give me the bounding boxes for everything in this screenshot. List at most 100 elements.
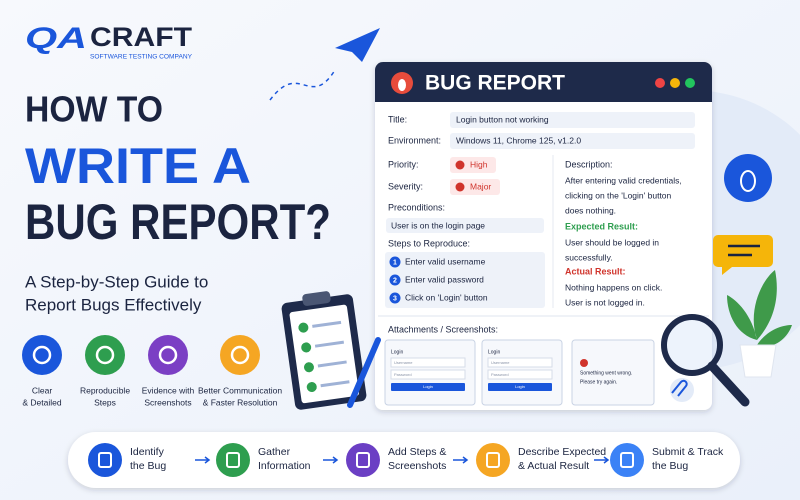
process-arrow	[453, 456, 469, 464]
logo-mark: QA	[25, 22, 87, 55]
process-label: Submit & Track	[652, 446, 724, 458]
magnifier	[661, 314, 723, 376]
check-line	[312, 320, 342, 328]
subtitle: Report Bugs Effectively	[25, 295, 202, 314]
thumb-text: Login	[515, 384, 525, 389]
thumbnail[interactable]	[571, 339, 655, 406]
process-label: Identify	[130, 446, 165, 458]
severity-value: Major	[470, 181, 491, 191]
logo-name: CRAFT	[90, 22, 193, 52]
process-label: the Bug	[130, 460, 166, 472]
check-line	[317, 360, 347, 368]
steps-box	[385, 252, 545, 308]
description-text: does nothing.	[565, 205, 616, 215]
feature-icon-glyph	[95, 345, 115, 365]
step-badge	[389, 292, 401, 304]
feature-icon-glyph	[32, 345, 52, 365]
feature-icon	[85, 335, 125, 375]
feature-label: Better Communication	[198, 385, 282, 395]
check	[303, 362, 314, 373]
headline: WRITE A	[25, 138, 251, 194]
window-dot	[655, 78, 665, 88]
description-label: Description:	[565, 159, 613, 169]
feature-label: Clear	[32, 385, 52, 395]
subtitle: A Step-by-Step Guide to	[25, 272, 208, 291]
window-dot	[685, 78, 695, 88]
process-icon	[216, 443, 250, 477]
logo-tagline: SOFTWARE TESTING COMPANY	[90, 55, 192, 61]
description-text: clicking on the 'Login' button	[565, 190, 672, 200]
pen	[347, 337, 381, 408]
check-line	[314, 340, 345, 348]
feature-icon-glyph	[230, 345, 250, 365]
step-text: Enter valid username	[405, 256, 486, 266]
field-label: Steps to Reproduce:	[388, 238, 470, 248]
feature-icon-glyph	[158, 345, 178, 365]
thumb-text: Password	[394, 372, 412, 377]
priority-icon	[455, 160, 465, 170]
check	[301, 342, 312, 353]
process-icon-glyph	[226, 452, 240, 468]
bug-badge-icon	[740, 170, 756, 192]
plant-pot	[739, 344, 777, 378]
process-icon-glyph	[98, 452, 112, 468]
thumb-button	[488, 383, 552, 391]
process-arrow	[195, 456, 211, 464]
feature-icon	[22, 335, 62, 375]
process-label: Describe Expected	[518, 446, 606, 458]
expected-text: successfully.	[565, 252, 613, 262]
expected-label: Expected Result:	[565, 221, 638, 231]
field-box	[450, 133, 695, 149]
thumb-button	[391, 383, 465, 391]
description-text: After entering valid credentials,	[565, 175, 682, 185]
window-dot	[670, 78, 680, 88]
card-header	[375, 62, 712, 102]
feature-label: & Faster Resolution	[203, 397, 278, 407]
process-arrow	[323, 456, 339, 464]
process-label: Information	[258, 460, 311, 472]
thumb-text: Login	[423, 384, 433, 389]
headline: HOW TO	[25, 89, 163, 130]
process-label: the Bug	[652, 460, 688, 472]
bug-icon-body	[398, 79, 406, 91]
thumb-text: Something went wrong.	[580, 370, 632, 376]
thumb-input	[487, 357, 553, 368]
thumb-error-icon	[580, 359, 588, 367]
process-icon-glyph	[620, 452, 634, 468]
step-badge	[389, 274, 401, 286]
process-label: Screenshots	[388, 460, 446, 472]
plane-trail	[269, 69, 336, 101]
thumb-input	[390, 357, 466, 368]
process-icon	[610, 443, 644, 477]
actual-text: Nothing happens on click.	[565, 282, 662, 292]
severity-pill	[450, 179, 500, 195]
thumb-text: Password	[491, 372, 509, 377]
process-icon	[346, 443, 380, 477]
field-value: User is on the login page	[391, 220, 485, 230]
process-label: & Actual Result	[518, 460, 589, 472]
thumb-text: Username	[491, 360, 510, 365]
process-label: Gather	[258, 446, 291, 458]
card-title: BUG REPORT	[425, 72, 565, 95]
field-label: Priority:	[388, 159, 419, 169]
paperclip-icon	[671, 379, 688, 397]
field-label: Title:	[388, 114, 407, 124]
actual-label: Actual Result:	[565, 266, 626, 276]
magnifier-handle	[707, 361, 750, 407]
thumb-input	[390, 369, 466, 380]
process-icon-glyph	[486, 452, 500, 468]
feature-label: & Detailed	[22, 397, 61, 407]
step-text: Enter valid password	[405, 274, 484, 284]
process-icon	[88, 443, 122, 477]
check-line	[320, 380, 350, 388]
actual-text: User is not logged in.	[565, 297, 645, 307]
thumb-text: Please try again.	[580, 379, 617, 385]
checklist	[298, 320, 350, 393]
plant	[727, 270, 792, 347]
step-number: 1	[393, 259, 397, 266]
field-label: Environment:	[388, 135, 441, 145]
process-label: Add Steps &	[388, 446, 446, 458]
process-icon	[476, 443, 510, 477]
